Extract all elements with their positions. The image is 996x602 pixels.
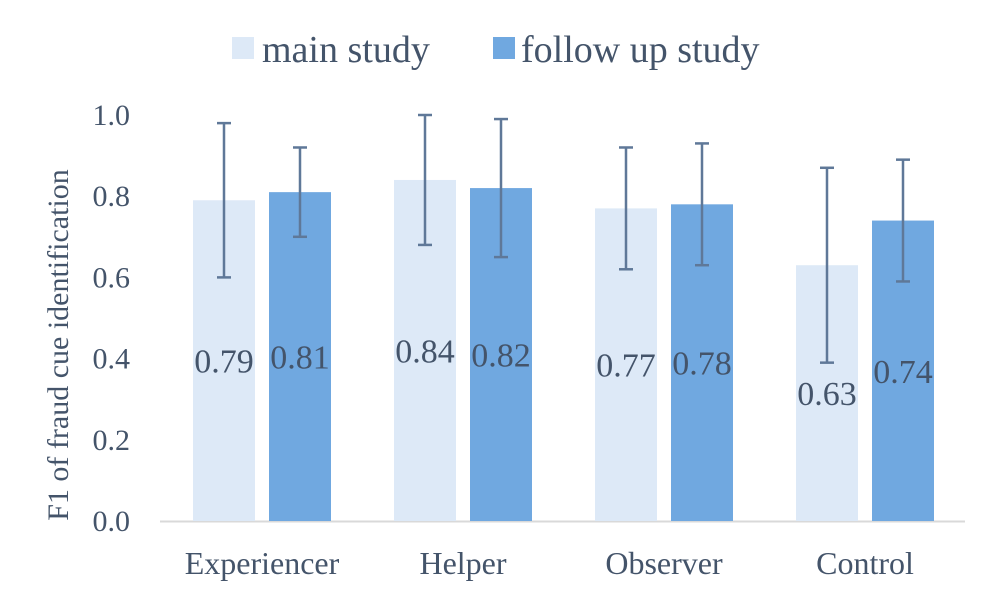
data-label: 0.82 bbox=[471, 338, 531, 375]
error-bar-group bbox=[217, 113, 910, 364]
y-axis-ticks: 0.0 0.2 0.4 0.6 0.8 1.0 bbox=[93, 99, 131, 538]
legend-label-1: main study bbox=[262, 29, 430, 71]
y-tick-label: 1.0 bbox=[93, 99, 131, 132]
data-label: 0.63 bbox=[797, 376, 857, 413]
category-label-group: Experiencer Helper Observer Control bbox=[185, 545, 914, 581]
x-tick-label: Helper bbox=[419, 545, 506, 581]
legend-label-2: follow up study bbox=[521, 29, 760, 71]
y-tick-label: 0.8 bbox=[93, 180, 131, 213]
bar-label-group: 0.79 0.81 0.84 0.82 0.77 0.78 0.63 0.74 bbox=[194, 333, 933, 413]
data-label: 0.79 bbox=[194, 344, 254, 381]
x-tick-label: Observer bbox=[605, 545, 723, 581]
bar-experiencer-series-2 bbox=[269, 192, 331, 521]
legend: main study follow up study bbox=[232, 29, 760, 71]
data-label: 0.74 bbox=[873, 354, 933, 391]
x-tick-label: Control bbox=[816, 545, 914, 581]
x-tick-label: Experiencer bbox=[185, 545, 340, 581]
y-tick-label: 0.0 bbox=[93, 505, 131, 538]
legend-swatch-2 bbox=[493, 37, 515, 59]
data-label: 0.84 bbox=[395, 333, 455, 370]
legend-swatch-1 bbox=[232, 37, 254, 59]
data-label: 0.81 bbox=[270, 340, 330, 377]
data-label: 0.78 bbox=[672, 346, 732, 383]
y-axis-title: F1 of fraud cue identification bbox=[42, 169, 75, 521]
data-label: 0.77 bbox=[596, 348, 656, 385]
y-tick-label: 0.6 bbox=[93, 261, 131, 294]
y-tick-label: 0.2 bbox=[93, 424, 131, 457]
y-tick-label: 0.4 bbox=[93, 343, 131, 376]
